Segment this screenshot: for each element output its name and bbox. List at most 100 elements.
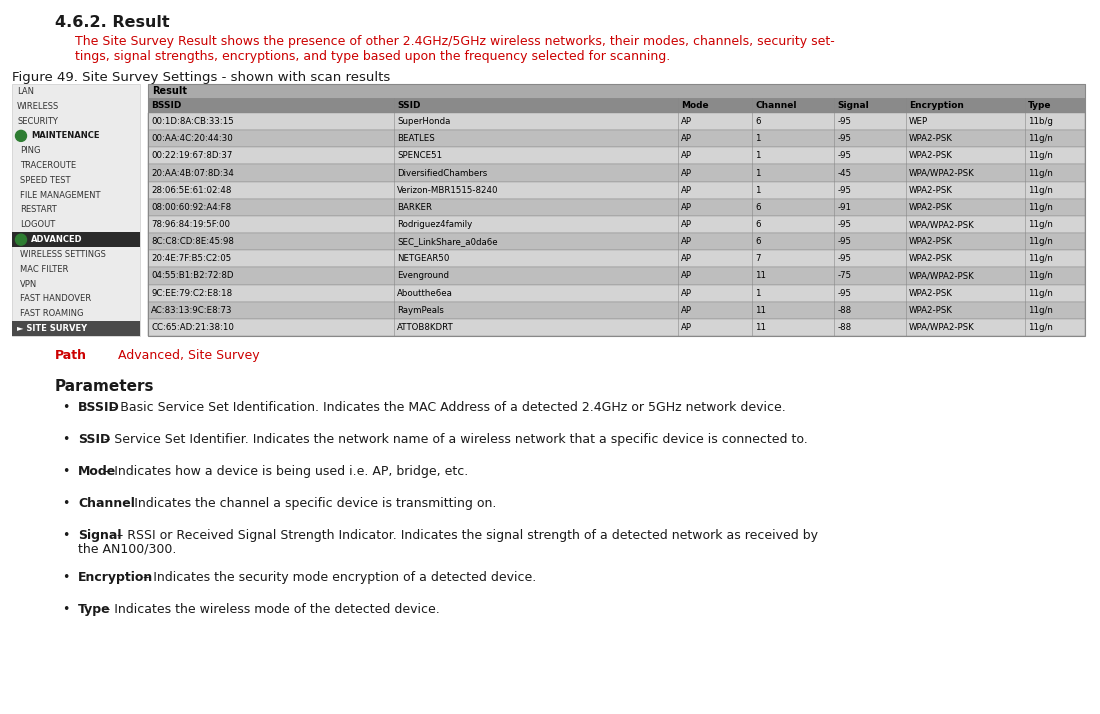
Text: •: •: [62, 465, 69, 478]
Text: AP: AP: [681, 117, 692, 126]
Text: SuperHonda: SuperHonda: [397, 117, 451, 126]
Text: AP: AP: [681, 254, 692, 263]
Text: AP: AP: [681, 306, 692, 315]
Text: – Indicates the security mode encryption of a detected device.: – Indicates the security mode encryption…: [143, 571, 537, 584]
Text: MAINTENANCE: MAINTENANCE: [31, 131, 99, 141]
Text: 11: 11: [756, 271, 767, 281]
Text: Encryption: Encryption: [909, 101, 964, 110]
Text: SSID: SSID: [397, 101, 420, 110]
Text: WPA/WPA2-PSK: WPA/WPA2-PSK: [909, 169, 975, 178]
Text: the AN100/300.: the AN100/300.: [78, 543, 176, 556]
Text: BARKER: BARKER: [397, 203, 432, 212]
Text: -95: -95: [837, 134, 851, 144]
Text: AP: AP: [681, 169, 692, 178]
Bar: [148, 216, 1085, 233]
Text: 11b/g: 11b/g: [1028, 117, 1053, 126]
Text: AP: AP: [681, 134, 692, 144]
Text: WPA/WPA2-PSK: WPA/WPA2-PSK: [909, 220, 975, 229]
Text: TRACEROUTE: TRACEROUTE: [20, 161, 76, 170]
Text: – RSSI or Received Signal Strength Indicator. Indicates the signal strength of a: – RSSI or Received Signal Strength Indic…: [117, 529, 818, 542]
Bar: [12, 232, 140, 247]
Text: -95: -95: [837, 237, 851, 246]
Bar: [12, 321, 140, 336]
Text: WIRELESS SETTINGS: WIRELESS SETTINGS: [20, 250, 106, 259]
Text: 11g/n: 11g/n: [1028, 306, 1053, 315]
Text: Rodriguez4family: Rodriguez4family: [397, 220, 472, 229]
Bar: [148, 285, 1085, 302]
Text: 28:06:5E:61:02:48: 28:06:5E:61:02:48: [151, 186, 231, 195]
Text: LOGOUT: LOGOUT: [20, 221, 55, 229]
Text: WPA2-PSK: WPA2-PSK: [909, 306, 953, 315]
Text: FAST ROAMING: FAST ROAMING: [20, 309, 84, 318]
Text: 8C:C8:CD:8E:45:98: 8C:C8:CD:8E:45:98: [151, 237, 234, 246]
Bar: [148, 302, 1085, 319]
Text: WPA2-PSK: WPA2-PSK: [909, 254, 953, 263]
Text: -75: -75: [837, 271, 851, 281]
Text: SSID: SSID: [78, 433, 110, 446]
Text: 11: 11: [756, 306, 767, 315]
Text: WPA2-PSK: WPA2-PSK: [909, 203, 953, 212]
Text: 11g/n: 11g/n: [1028, 186, 1053, 195]
Text: 11: 11: [756, 323, 767, 332]
Text: ADVANCED: ADVANCED: [31, 235, 82, 244]
Text: SEC_LinkShare_a0da6e: SEC_LinkShare_a0da6e: [397, 237, 498, 246]
Text: NETGEAR50: NETGEAR50: [397, 254, 450, 263]
Text: VPN: VPN: [20, 280, 37, 288]
Text: 11g/n: 11g/n: [1028, 254, 1053, 263]
Text: 4.6.2. Result: 4.6.2. Result: [55, 15, 169, 30]
Text: FAST HANDOVER: FAST HANDOVER: [20, 294, 91, 303]
Text: 11g/n: 11g/n: [1028, 323, 1053, 332]
Text: -88: -88: [837, 306, 851, 315]
Text: •: •: [62, 401, 69, 414]
Text: 11g/n: 11g/n: [1028, 220, 1053, 229]
Circle shape: [15, 131, 26, 141]
Text: -95: -95: [837, 117, 851, 126]
Text: AP: AP: [681, 203, 692, 212]
Text: Mode: Mode: [681, 101, 708, 110]
Text: 20:4E:7F:B5:C2:05: 20:4E:7F:B5:C2:05: [151, 254, 231, 263]
Text: BEATLES: BEATLES: [397, 134, 434, 144]
Circle shape: [15, 234, 26, 245]
Text: 1: 1: [756, 169, 761, 178]
Text: BSSID: BSSID: [151, 101, 182, 110]
Text: 11g/n: 11g/n: [1028, 169, 1053, 178]
Text: 00:1D:8A:CB:33:15: 00:1D:8A:CB:33:15: [151, 117, 233, 126]
Text: -95: -95: [837, 220, 851, 229]
Text: RESTART: RESTART: [20, 206, 57, 214]
Text: AP: AP: [681, 323, 692, 332]
Text: Signal: Signal: [837, 101, 869, 110]
Text: WPA2-PSK: WPA2-PSK: [909, 186, 953, 195]
Text: 00:22:19:67:8D:37: 00:22:19:67:8D:37: [151, 151, 232, 161]
Text: 11g/n: 11g/n: [1028, 134, 1053, 144]
Text: LAN: LAN: [16, 87, 34, 96]
Bar: [148, 84, 1085, 98]
Text: Advanced, Site Survey: Advanced, Site Survey: [118, 349, 260, 362]
Bar: [148, 98, 1085, 113]
Bar: [148, 113, 1085, 130]
Text: 1: 1: [756, 288, 761, 298]
Text: -95: -95: [837, 151, 851, 161]
Text: tings, signal strengths, encryptions, and type based upon the frequency selected: tings, signal strengths, encryptions, an…: [75, 50, 670, 63]
Text: 11g/n: 11g/n: [1028, 288, 1053, 298]
Text: SPEED TEST: SPEED TEST: [20, 176, 70, 185]
Text: AP: AP: [681, 186, 692, 195]
Text: ► SITE SURVEY: ► SITE SURVEY: [16, 324, 87, 333]
Text: Figure 49. Site Survey Settings - shown with scan results: Figure 49. Site Survey Settings - shown …: [12, 71, 390, 84]
Text: 1: 1: [756, 186, 761, 195]
Text: 78:96:84:19:5F:00: 78:96:84:19:5F:00: [151, 220, 230, 229]
Text: Channel: Channel: [756, 101, 796, 110]
Text: RaymPeals: RaymPeals: [397, 306, 444, 315]
Bar: [148, 233, 1085, 250]
Text: BSSID: BSSID: [78, 401, 120, 414]
Text: •: •: [62, 433, 69, 446]
Text: MAC FILTER: MAC FILTER: [20, 265, 68, 273]
Text: -95: -95: [837, 254, 851, 263]
Bar: [148, 147, 1085, 164]
Text: WPA2-PSK: WPA2-PSK: [909, 134, 953, 144]
Text: Aboutthe6ea: Aboutthe6ea: [397, 288, 453, 298]
Text: AP: AP: [681, 288, 692, 298]
Text: •: •: [62, 497, 69, 510]
Text: AP: AP: [681, 151, 692, 161]
Text: 08:00:60:92:A4:F8: 08:00:60:92:A4:F8: [151, 203, 231, 212]
Text: 11g/n: 11g/n: [1028, 203, 1053, 212]
